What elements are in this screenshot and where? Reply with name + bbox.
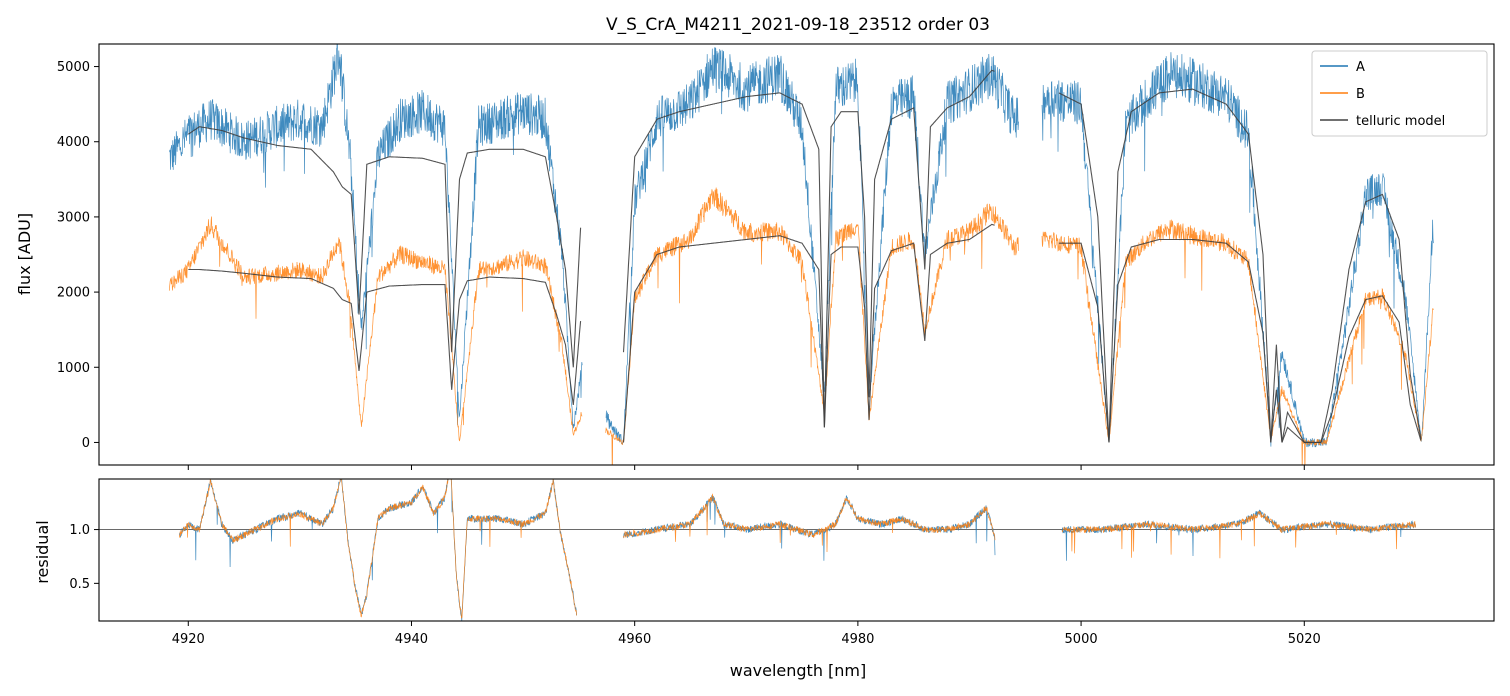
top-y-ticks: 0 1000 2000 3000 4000 5000	[57, 60, 99, 451]
bottom-x-tick-label: 5020	[1288, 632, 1321, 647]
model-a-line-segment-1	[622, 69, 995, 428]
model-a-line-segment-0	[187, 126, 582, 368]
bottom-y-tick-label: 1.0	[69, 523, 90, 538]
series-a-line-segment-1	[605, 47, 1019, 446]
bottom-y-ticks: 0.5 1.0	[69, 523, 99, 592]
bottom-series-group	[99, 479, 1494, 621]
legend-label-model: telluric model	[1356, 114, 1445, 129]
bottom-x-tick-label: 4980	[841, 632, 874, 647]
top-y-axis-label: flux [ADU]	[15, 213, 34, 295]
legend-box	[1311, 50, 1488, 137]
residual-b-line-segment-0	[179, 479, 577, 619]
bottom-y-axis-label: residual	[33, 520, 52, 583]
model-b-line-segment-0	[188, 268, 582, 405]
legend-label-a: A	[1356, 60, 1365, 75]
bottom-x-tick-label: 5000	[1065, 632, 1098, 647]
model-b-line-segment-1	[622, 223, 995, 443]
chart-title: V_S_CrA_M4211_2021-09-18_23512 order 03	[606, 15, 990, 35]
top-y-tick-label: 3000	[57, 210, 90, 225]
top-x-ticks	[187, 465, 1305, 470]
top-y-tick-label: 4000	[57, 135, 90, 150]
residual-b-line-segment-1	[623, 493, 996, 553]
legend-label-b: B	[1356, 87, 1365, 102]
bottom-x-tick-label: 4940	[395, 632, 428, 647]
bottom-x-ticks: 4920 4940 4960 4980 5000 5020	[172, 621, 1321, 647]
top-y-tick-label: 0	[82, 436, 90, 451]
bottom-panel: 0.5 1.0 4920 4940 4960 4980 5000 5020 residual…	[33, 478, 1495, 680]
top-y-tick-label: 1000	[57, 361, 90, 376]
bottom-plot-area	[99, 479, 1494, 621]
top-y-tick-label: 5000	[57, 60, 90, 75]
bottom-x-tick-label: 4920	[172, 632, 205, 647]
top-axes-frame	[98, 43, 1495, 466]
x-axis-label: wavelength [nm]	[730, 661, 867, 680]
bottom-y-tick-label: 0.5	[69, 577, 90, 592]
top-series-group	[168, 44, 1434, 465]
residual-b-line-segment-2	[1061, 510, 1416, 559]
top-y-tick-label: 2000	[57, 286, 90, 301]
model-b-line-segment-2	[1058, 238, 1422, 443]
model-a-line-segment-2	[1058, 88, 1422, 443]
series-b-line-segment-1	[605, 187, 1019, 465]
bottom-axes-frame	[98, 478, 1495, 622]
bottom-x-tick-label: 4960	[618, 632, 651, 647]
top-panel: V_S_CrA_M4211_2021-09-18_23512 order 03 …	[15, 15, 1495, 470]
legend: A B telluric model	[1311, 50, 1488, 137]
